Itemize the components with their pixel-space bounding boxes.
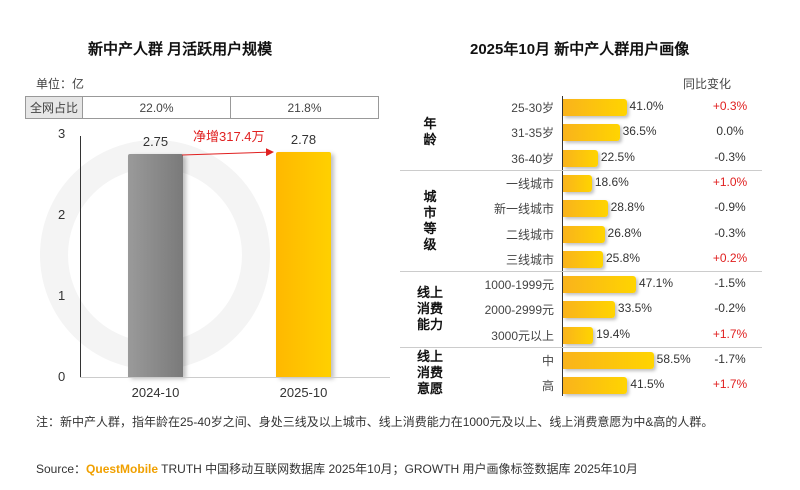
yoy-value: -0.3%: [714, 225, 746, 240]
group-label: 线上消费意愿: [416, 348, 443, 396]
bar-value-label: 2.75: [142, 134, 169, 150]
row-label: 高: [541, 379, 554, 394]
y-tick-label: 2: [58, 207, 66, 222]
share-label: 全网占比: [25, 96, 83, 119]
profile-bar: [563, 250, 603, 268]
profile-bar: [563, 225, 605, 243]
bar-value-label: 26.8%: [607, 225, 642, 240]
profile-bar: [563, 200, 608, 218]
row-label: 36-40岁: [511, 151, 554, 166]
bar-value-label: 28.8%: [610, 200, 645, 215]
source-line: Source：QuestMobile TRUTH 中国移动互联网数据库 2025…: [36, 460, 638, 477]
yoy-value: +1.7%: [712, 326, 748, 341]
left-chart-title: 新中产人群 月活跃用户规模: [88, 41, 273, 58]
row-label: 31-35岁: [511, 126, 554, 141]
row-label: 3000元以上: [491, 328, 554, 343]
bar-value-label: 33.5%: [617, 301, 652, 316]
row-label: 新一线城市: [493, 202, 554, 217]
group-label: 线上消费能力: [416, 285, 443, 333]
y-axis: [80, 136, 81, 378]
profile-bar: [563, 124, 620, 142]
bar-2025-10: [276, 151, 331, 377]
row-label: 中: [541, 354, 554, 368]
yoy-value: -1.7%: [714, 352, 746, 366]
bar-value-label: 41.5%: [630, 377, 665, 392]
unit-label: 单位：亿: [36, 77, 85, 91]
y-tick-label: 0: [58, 369, 66, 384]
x-tick-label: 2025-10: [279, 385, 328, 400]
x-tick-label: 2024-10: [131, 385, 180, 400]
bar-value-label: 25.8%: [605, 250, 641, 265]
bar-value-label: 58.5%: [656, 352, 691, 366]
yoy-value: +1.0%: [712, 174, 748, 189]
y-tick-label: 1: [58, 288, 66, 303]
profile-bar: [563, 326, 594, 344]
yoy-value: +0.2%: [712, 250, 748, 265]
row-label: 一线城市: [505, 176, 554, 191]
y-tick-label: 3: [58, 126, 66, 141]
row-label: 三线城市: [505, 252, 554, 267]
profile-bar: [563, 352, 654, 369]
bar-2024-10: [128, 154, 183, 377]
yoy-value: -0.3%: [714, 149, 746, 164]
group-divider: [400, 169, 762, 171]
group-divider: [400, 271, 762, 273]
group-label: 城市等级: [423, 188, 437, 252]
yoy-value: -1.5%: [714, 276, 746, 291]
group-divider: [400, 347, 762, 348]
growth-arrow: [181, 148, 274, 157]
bar-value-label: 36.5%: [622, 124, 657, 139]
row-label: 2000-2999元: [484, 303, 554, 318]
source-text: TRUTH 中国移动互联网数据库 2025年10月；GROWTH 用户画像标签数…: [158, 462, 638, 476]
bar-value-label: 47.1%: [639, 276, 674, 291]
profile-bar: [563, 99, 627, 116]
x-axis: [80, 377, 390, 378]
source-brand: QuestMobile: [86, 462, 159, 476]
profile-bar: [563, 301, 615, 319]
profile-bar: [563, 174, 592, 192]
bar-value-label: 19.4%: [596, 326, 631, 341]
row-label: 二线城市: [505, 227, 554, 242]
yoy-value: -0.9%: [714, 200, 746, 215]
bar-value-label: 41.0%: [629, 99, 664, 113]
profile-bar: [563, 149, 598, 167]
growth-annotation: 净增317.4万: [193, 129, 265, 144]
row-label: 25-30岁: [511, 101, 554, 115]
bar-axis: [562, 96, 563, 396]
share-2025: 21.8%: [230, 96, 379, 119]
yoy-value: +1.7%: [712, 377, 748, 392]
bar-value-label: 2.78: [290, 131, 317, 147]
yoy-value: 0.0%: [716, 124, 744, 139]
profile-bar: [563, 276, 636, 294]
yoy-value: +0.3%: [712, 99, 748, 113]
bar-value-label: 22.5%: [600, 149, 635, 164]
share-table: 全网占比 22.0% 21.8%: [25, 96, 379, 119]
group-label: 年龄: [423, 116, 437, 148]
source-prefix: Source：: [36, 462, 87, 476]
right-chart-title: 2025年10月 新中产人群用户画像: [470, 41, 690, 58]
yoy-header: 同比变化: [683, 77, 732, 91]
row-label: 1000-1999元: [484, 278, 554, 293]
bar-value-label: 18.6%: [594, 174, 629, 189]
profile-bar: [563, 377, 628, 395]
yoy-value: -0.2%: [714, 301, 746, 316]
share-2024: 22.0%: [82, 96, 231, 119]
footnote: 注：新中产人群，指年龄在25-40岁之间、身处三线及以上城市、线上消费能力在10…: [36, 415, 714, 429]
